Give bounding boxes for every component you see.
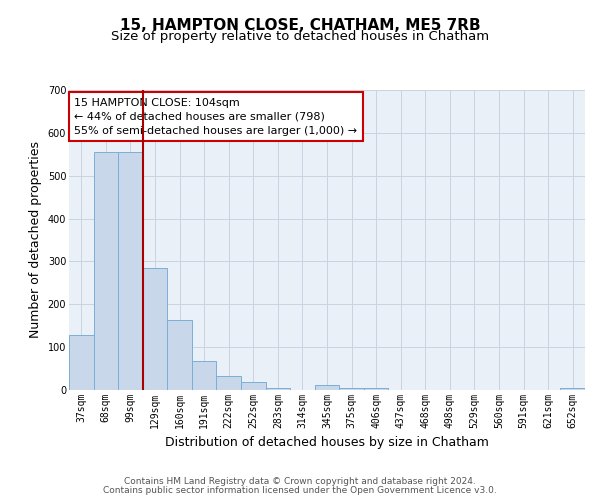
Text: Size of property relative to detached houses in Chatham: Size of property relative to detached ho…: [111, 30, 489, 43]
Y-axis label: Number of detached properties: Number of detached properties: [29, 142, 42, 338]
Bar: [69, 335, 94, 390]
Bar: [94, 152, 118, 390]
Bar: [339, 388, 364, 390]
Bar: [364, 388, 388, 390]
Bar: [118, 152, 143, 390]
Bar: [143, 268, 167, 390]
Bar: [266, 388, 290, 390]
Text: Contains public sector information licensed under the Open Government Licence v3: Contains public sector information licen…: [103, 486, 497, 495]
Bar: [167, 320, 192, 390]
Bar: [241, 382, 266, 390]
Bar: [192, 361, 217, 390]
Bar: [217, 376, 241, 390]
Text: Contains HM Land Registry data © Crown copyright and database right 2024.: Contains HM Land Registry data © Crown c…: [124, 477, 476, 486]
Bar: [315, 386, 339, 390]
Text: 15 HAMPTON CLOSE: 104sqm
← 44% of detached houses are smaller (798)
55% of semi-: 15 HAMPTON CLOSE: 104sqm ← 44% of detach…: [74, 98, 357, 136]
Bar: [560, 388, 585, 390]
Text: 15, HAMPTON CLOSE, CHATHAM, ME5 7RB: 15, HAMPTON CLOSE, CHATHAM, ME5 7RB: [119, 18, 481, 32]
X-axis label: Distribution of detached houses by size in Chatham: Distribution of detached houses by size …: [165, 436, 489, 450]
